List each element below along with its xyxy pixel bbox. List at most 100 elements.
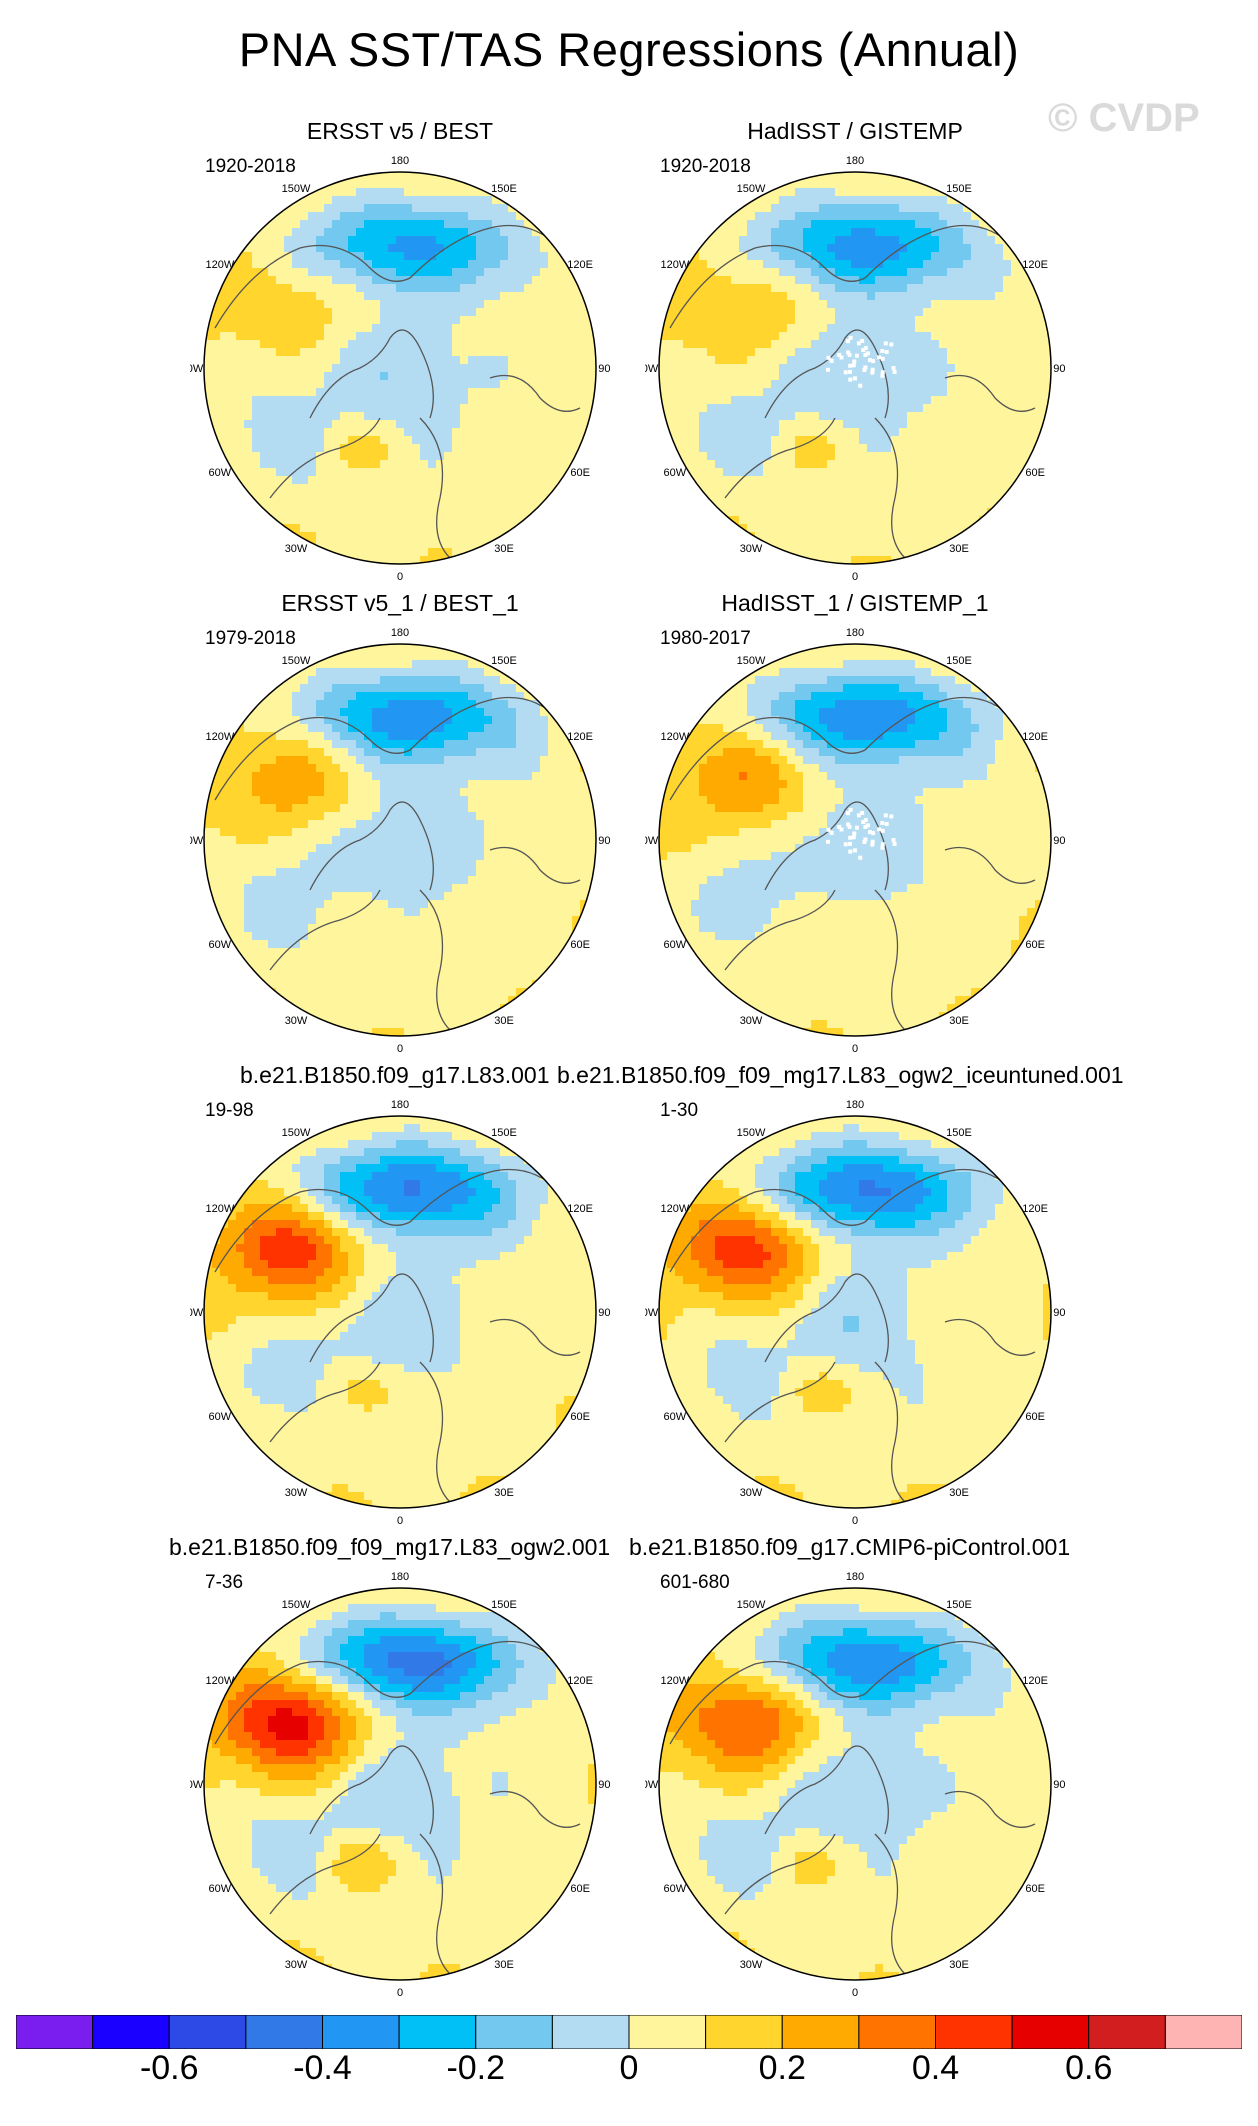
field-cell bbox=[468, 508, 477, 517]
field-cell bbox=[883, 428, 892, 437]
field-cell bbox=[444, 452, 453, 461]
field-cell bbox=[308, 412, 317, 421]
field-cell bbox=[468, 732, 477, 741]
field-cell bbox=[508, 260, 517, 269]
field-cell bbox=[300, 212, 309, 221]
field-cell bbox=[1043, 300, 1051, 309]
field-cell bbox=[236, 252, 245, 261]
field-cell bbox=[683, 420, 692, 429]
field-cell bbox=[851, 508, 860, 517]
field-cell bbox=[524, 356, 533, 365]
field-cell bbox=[476, 444, 485, 453]
field-cell bbox=[228, 780, 237, 789]
field-cell bbox=[292, 284, 301, 293]
field-cell bbox=[364, 724, 373, 733]
field-cell bbox=[859, 396, 868, 405]
field-cell bbox=[747, 252, 756, 261]
field-cell bbox=[755, 348, 764, 357]
field-cell bbox=[412, 716, 421, 725]
field-cell bbox=[332, 324, 341, 333]
field-cell bbox=[947, 492, 956, 501]
field-cell bbox=[268, 228, 277, 237]
field-cell bbox=[667, 308, 676, 317]
field-cell bbox=[795, 468, 804, 477]
field-cell bbox=[268, 292, 277, 301]
field-cell bbox=[292, 508, 301, 517]
field-cell bbox=[444, 196, 453, 205]
field-cell bbox=[771, 340, 780, 349]
field-cell bbox=[284, 420, 293, 429]
field-cell bbox=[963, 428, 972, 437]
field-cell bbox=[508, 724, 517, 733]
field-cell bbox=[707, 388, 716, 397]
field-cell bbox=[244, 476, 253, 485]
field-cell bbox=[947, 436, 956, 445]
field-cell bbox=[492, 196, 501, 205]
field-cell bbox=[484, 260, 493, 269]
field-cell bbox=[276, 492, 285, 501]
field-cell bbox=[867, 236, 876, 245]
field-cell bbox=[1035, 348, 1044, 357]
field-cell bbox=[324, 388, 333, 397]
field-cell bbox=[707, 452, 716, 461]
field-cell bbox=[851, 452, 860, 461]
field-cell bbox=[835, 236, 844, 245]
field-cell bbox=[420, 788, 429, 797]
field-cell bbox=[420, 276, 429, 285]
field-cell bbox=[412, 420, 421, 429]
field-cell bbox=[268, 404, 277, 413]
field-cell bbox=[468, 452, 477, 461]
field-cell bbox=[388, 252, 397, 261]
field-cell bbox=[412, 548, 421, 557]
field-cell bbox=[412, 804, 421, 813]
field-cell bbox=[524, 700, 533, 709]
field-cell bbox=[268, 508, 277, 517]
field-cell bbox=[1035, 444, 1044, 453]
field-cell bbox=[955, 356, 964, 365]
field-cell bbox=[332, 348, 341, 357]
field-cell bbox=[428, 716, 437, 725]
field-cell bbox=[468, 420, 477, 429]
field-cell bbox=[444, 412, 453, 421]
field-cell bbox=[356, 540, 365, 549]
field-cell bbox=[348, 420, 357, 429]
field-cell bbox=[532, 700, 541, 709]
field-cell bbox=[372, 500, 381, 509]
field-cell bbox=[859, 204, 868, 213]
field-cell bbox=[779, 460, 788, 469]
field-cell bbox=[659, 364, 668, 373]
field-cell bbox=[1011, 444, 1020, 453]
field-cell bbox=[819, 484, 828, 493]
field-cell bbox=[444, 244, 453, 253]
missing-cell bbox=[863, 345, 868, 350]
field-cell bbox=[891, 244, 900, 253]
field-cell bbox=[963, 244, 972, 253]
field-cell bbox=[324, 276, 333, 285]
field-cell bbox=[1019, 348, 1028, 357]
field-cell bbox=[875, 404, 884, 413]
field-cell bbox=[827, 260, 836, 269]
field-cell bbox=[548, 420, 557, 429]
field-cell bbox=[723, 468, 732, 477]
field-cell bbox=[268, 812, 277, 821]
field-cell bbox=[252, 292, 261, 301]
field-cell bbox=[739, 348, 748, 357]
field-cell bbox=[236, 380, 245, 389]
field-cell bbox=[955, 260, 964, 269]
field-cell bbox=[995, 420, 1004, 429]
field-cell bbox=[364, 516, 373, 525]
field-cell bbox=[388, 396, 397, 405]
field-cell bbox=[292, 228, 301, 237]
field-cell bbox=[492, 388, 501, 397]
field-cell bbox=[228, 460, 237, 469]
field-cell bbox=[771, 236, 780, 245]
field-cell bbox=[755, 388, 764, 397]
field-cell bbox=[468, 708, 477, 717]
field-cell bbox=[508, 316, 517, 325]
field-cell bbox=[540, 740, 549, 749]
field-cell bbox=[476, 540, 485, 549]
field-cell bbox=[324, 236, 333, 245]
coastline bbox=[489, 374, 581, 412]
field-cell bbox=[476, 676, 485, 685]
field-cell bbox=[715, 500, 724, 509]
